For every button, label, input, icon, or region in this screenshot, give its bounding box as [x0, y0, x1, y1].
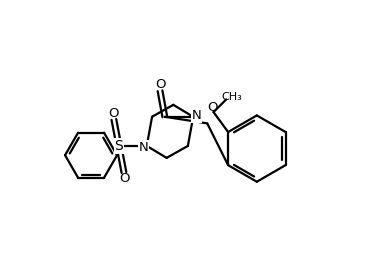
Text: CH₃: CH₃ — [222, 92, 242, 102]
Text: O: O — [119, 172, 130, 185]
Text: N: N — [139, 141, 149, 154]
Text: O: O — [208, 101, 218, 114]
Text: O: O — [108, 107, 119, 120]
Text: O: O — [155, 78, 165, 91]
Text: S: S — [114, 139, 123, 153]
Text: N: N — [191, 109, 201, 122]
